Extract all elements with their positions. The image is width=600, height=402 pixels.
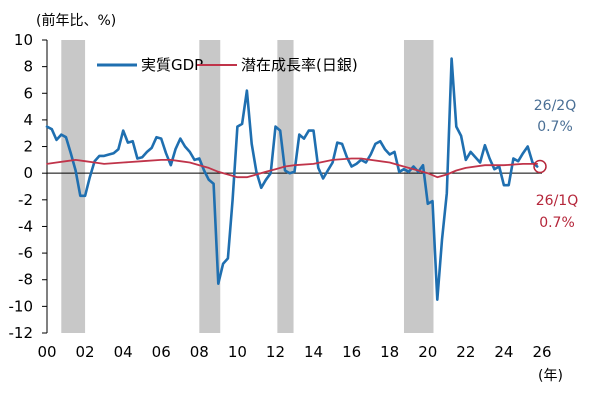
y-tick-label: -10 — [9, 297, 34, 315]
x-tick-label: 18 — [380, 343, 399, 361]
annotation-26-2q-label: 26/2Q — [534, 98, 576, 114]
legend: 実質GDP 潜在成長率(日銀) — [97, 56, 358, 74]
x-tick-label: 06 — [152, 343, 171, 361]
y-tick-label: -4 — [18, 217, 33, 235]
y-tick-label: 4 — [23, 111, 33, 129]
x-tick-label: 02 — [76, 343, 95, 361]
y-tick-label: 0 — [23, 164, 33, 182]
x-tick-label: 12 — [266, 343, 285, 361]
x-tick-label: 24 — [494, 343, 513, 361]
x-tick-label: 00 — [37, 343, 56, 361]
y-tick-label: -2 — [18, 191, 33, 209]
x-tick-label: 10 — [228, 343, 247, 361]
y-tick-label: -6 — [18, 244, 33, 262]
annotation-26-2q: 26/2Q 0.7% — [534, 98, 576, 135]
y-tick-label: -8 — [18, 271, 33, 289]
x-tick-label: 20 — [418, 343, 437, 361]
legend-label-potential-growth: 潜在成長率(日銀) — [241, 56, 358, 74]
axes — [42, 39, 542, 334]
y-tick-label: 10 — [14, 31, 33, 49]
y-tick-label: -12 — [9, 324, 34, 342]
recession-bands — [61, 40, 434, 333]
x-tick-label: 04 — [114, 343, 133, 361]
recession-band-3 — [403, 40, 434, 333]
y-tick-label: 2 — [23, 138, 33, 156]
annotation-26-1q-value: 0.7% — [539, 215, 575, 231]
y-axis-unit-label: (前年比、%) — [36, 12, 116, 29]
x-tick-label: 08 — [190, 343, 209, 361]
series-lines — [45, 57, 539, 301]
y-tick-label: 8 — [23, 58, 33, 76]
x-tick-label: 16 — [342, 343, 361, 361]
x-axis-unit-label: (年) — [538, 368, 563, 384]
legend-label-real-gdp: 実質GDP — [141, 56, 203, 74]
recession-band-2 — [277, 40, 294, 333]
annotation-26-2q-value: 0.7% — [537, 119, 573, 135]
forecast-circle-marker — [533, 159, 547, 174]
x-tick-label: 14 — [304, 343, 323, 361]
series-line-potential-growth — [46, 157, 539, 179]
y-tick-label: 6 — [23, 84, 33, 102]
annotation-26-1q: 26/1Q 0.7% — [536, 193, 578, 231]
x-tick-label: 22 — [456, 343, 475, 361]
annotation-26-1q-label: 26/1Q — [536, 193, 578, 209]
series-line-real-gdp — [45, 57, 539, 301]
x-tick-label: 26 — [532, 343, 551, 361]
forecast-marker — [533, 159, 547, 174]
recession-band-1 — [199, 40, 221, 333]
recession-band-0 — [61, 40, 86, 333]
